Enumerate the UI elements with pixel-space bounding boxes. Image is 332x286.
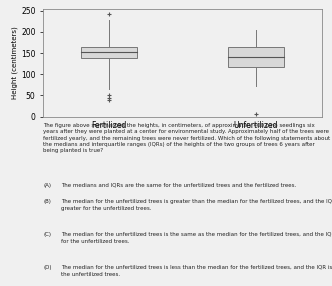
Text: (D): (D)	[43, 265, 52, 270]
Bar	[228, 47, 284, 67]
Text: The median for the unfertilized trees is the same as the median for the fertiliz: The median for the unfertilized trees is…	[61, 232, 332, 244]
Text: The median for the unfertilized trees is greater than the median for the fertili: The median for the unfertilized trees is…	[61, 199, 332, 210]
Text: The figure above summarizes the heights, in centimeters, of approximately 400 pi: The figure above summarizes the heights,…	[43, 123, 330, 153]
Text: (C): (C)	[43, 232, 51, 237]
Text: The median for the unfertilized trees is less than the median for the fertilized: The median for the unfertilized trees is…	[61, 265, 332, 277]
Text: (A): (A)	[43, 183, 51, 188]
Text: (B): (B)	[43, 199, 51, 204]
Text: The medians and IQRs are the same for the unfertilized trees and the fertilized : The medians and IQRs are the same for th…	[61, 183, 296, 188]
Y-axis label: Height (centimeters): Height (centimeters)	[12, 26, 18, 99]
Bar	[81, 47, 137, 58]
